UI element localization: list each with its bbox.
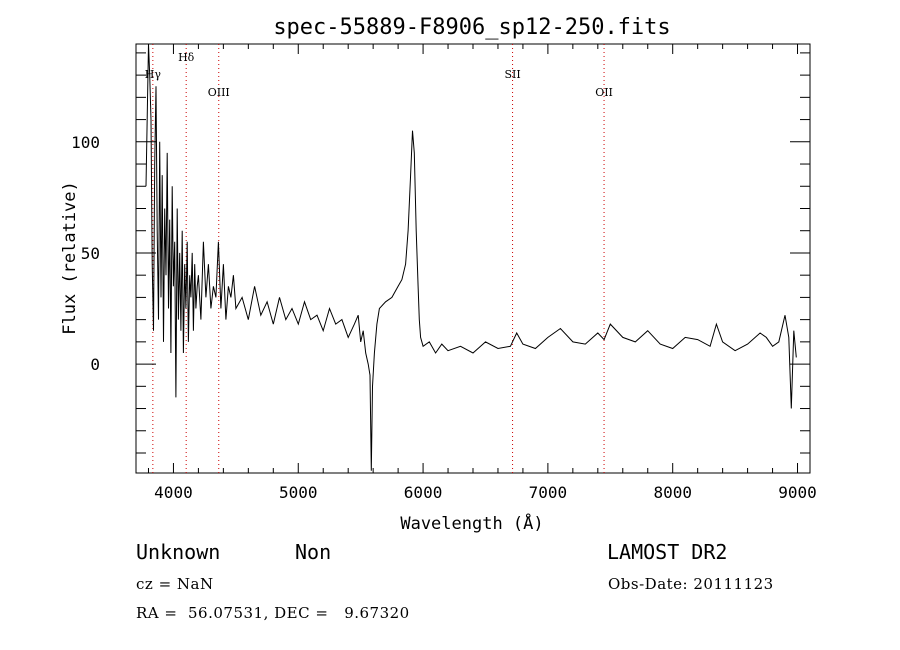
- x-tick-label: 5000: [279, 483, 318, 502]
- x-tick-label: 8000: [653, 483, 692, 502]
- axis-ticks: [136, 44, 810, 473]
- spectral-line-label: OIII: [208, 86, 230, 99]
- y-tick-label: 100: [71, 133, 100, 152]
- x-tick-label: 9000: [778, 483, 817, 502]
- y-axis-label: Flux (relative): [60, 181, 80, 335]
- spectral-line-label: Hγ: [145, 68, 162, 81]
- object-type: Unknown: [136, 540, 221, 564]
- spectral-line-label: OII: [595, 86, 613, 99]
- spectral-line-label: Hδ: [178, 51, 195, 64]
- spectral-line-markers: Hγ Hδ OIII SII OII: [145, 44, 613, 473]
- survey-name: LAMOST DR2: [607, 540, 728, 564]
- coordinates: RA = 56.07531, DEC = 9.67320: [136, 604, 410, 622]
- spectral-line-label: SII: [504, 68, 520, 81]
- x-tick-label: 6000: [404, 483, 443, 502]
- y-tick-label: 0: [90, 355, 100, 374]
- object-subclass: Non: [295, 540, 332, 564]
- observation-date: Obs-Date: 20111123: [608, 575, 774, 593]
- x-tick-label: 7000: [529, 483, 568, 502]
- spectrum-line: [145, 43, 797, 471]
- chart-title: spec-55889-F8906_sp12-250.fits: [273, 15, 670, 40]
- y-tick-label: 50: [81, 244, 100, 263]
- x-axis-label: Wavelength (Å): [400, 512, 543, 534]
- x-tick-label: 4000: [154, 483, 193, 502]
- redshift-cz: cz = NaN: [136, 575, 214, 593]
- spectrum-series: [145, 43, 797, 471]
- plot-frame: [135, 43, 811, 474]
- tick-labels: 4000 5000 6000 7000 8000 9000 0 50 100: [71, 133, 817, 502]
